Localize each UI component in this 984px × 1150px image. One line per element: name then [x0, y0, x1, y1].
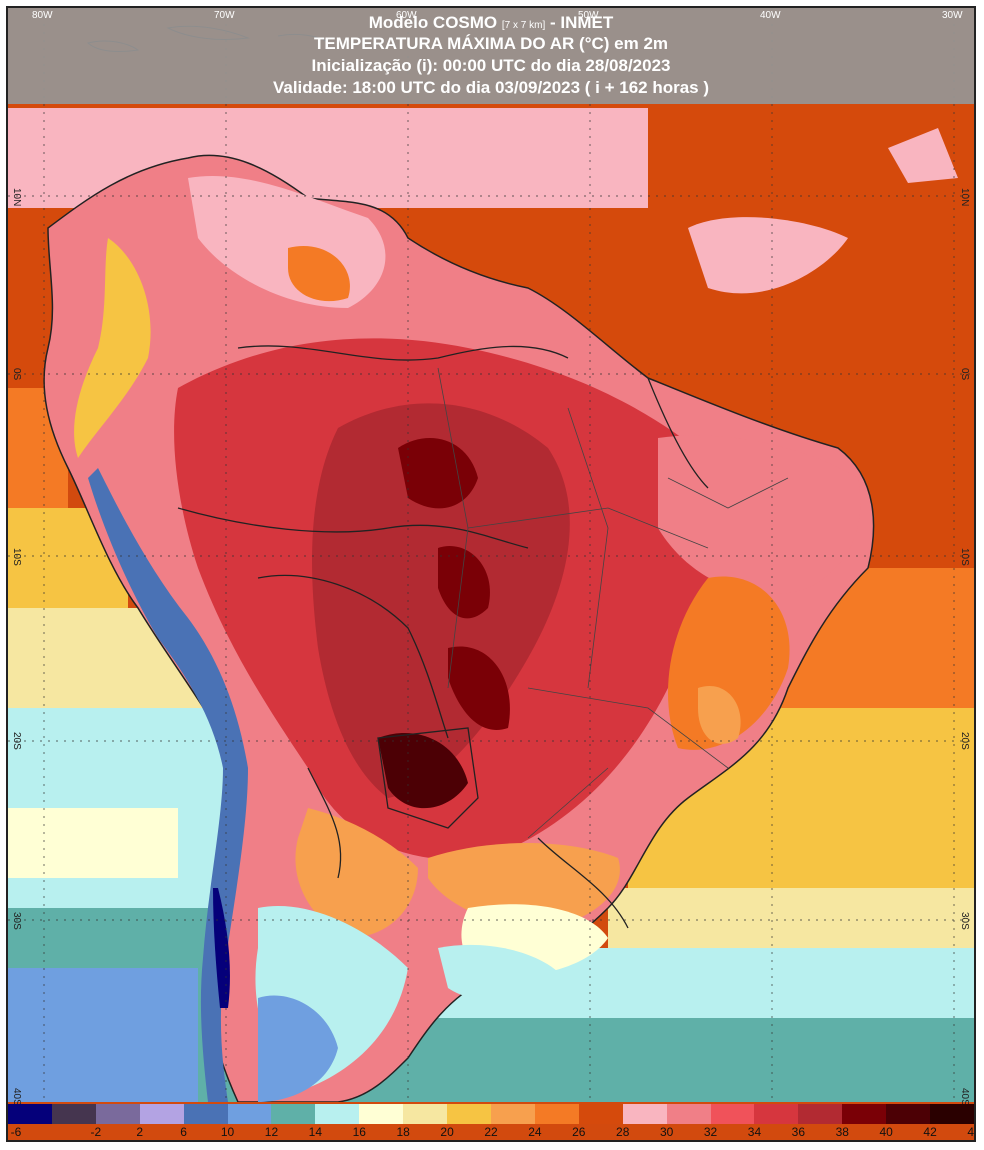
lat-label-0s: 0S: [11, 368, 22, 381]
header-line-variable: TEMPERATURA MÁXIMA DO AR (°C) em 2m: [313, 34, 669, 53]
legend-swatch: [403, 1104, 448, 1124]
legend-tick-label: 36: [791, 1125, 806, 1139]
legend-swatch: [710, 1104, 755, 1124]
legend-tick-label: 28: [616, 1125, 630, 1139]
temperature-map: [8, 8, 974, 1102]
legend-tick-label: 24: [528, 1125, 542, 1139]
lat-label-10s-right: 10S: [959, 548, 970, 566]
state-borders: [437, 367, 789, 839]
lon-label-70w: 70W: [214, 10, 235, 21]
lon-label-40w: 40W: [760, 10, 781, 21]
lon-label-60w: 60W: [396, 10, 417, 21]
legend-swatch: [227, 1104, 272, 1124]
legend-tick-label: 34: [747, 1125, 762, 1139]
guiana-orange: [288, 246, 350, 302]
header-institution: - INMET: [550, 13, 614, 32]
lat-label-10s: 10S: [11, 548, 22, 566]
legend-tick-label: 30: [659, 1125, 674, 1139]
legend-tick-label: 26: [572, 1125, 586, 1139]
legend-tick-label: 12: [264, 1125, 279, 1139]
legend-tick-label: 16: [352, 1125, 366, 1139]
south-brazil-orange: [428, 843, 620, 928]
lat-label-10n: 10N: [11, 188, 22, 207]
lat-label-30s: 30S: [11, 912, 22, 930]
lat-label-30s-right: 30S: [959, 912, 970, 930]
hot-zone-38: [312, 403, 570, 798]
legend-swatch: [842, 1104, 887, 1124]
legend-tick-label: 40: [879, 1125, 893, 1139]
legend-swatch: [139, 1104, 184, 1124]
northeast-pink: [658, 435, 861, 595]
legend-swatch: [490, 1104, 535, 1124]
header-model-name: Modelo COSMO: [368, 13, 498, 32]
lat-label-20s: 20S: [11, 732, 22, 750]
lat-lon-grid: [8, 8, 974, 1102]
legend-tick-label: 38: [835, 1125, 849, 1139]
legend-swatch: [51, 1104, 96, 1124]
hot-zone-40-north: [398, 438, 478, 509]
atlantic-pink-patch: [688, 217, 848, 294]
legend-swatch: [622, 1104, 667, 1124]
map-header: Modelo COSMO [7 x 7 km] - INMET TEMPERAT…: [8, 8, 974, 104]
legend-swatch: [798, 1104, 843, 1124]
legend-tick-label: 18: [396, 1125, 410, 1139]
uruguay-cyan: [438, 944, 568, 1003]
patagonia-blue: [258, 995, 338, 1102]
header-line-init: Inicialização (i): 00:00 UTC do dia 28/0…: [311, 56, 671, 75]
legend-tick-label: 32: [703, 1125, 718, 1139]
legend-tick-label: 6: [180, 1125, 187, 1139]
hot-zone-42-paraguay: [378, 733, 468, 809]
lon-label-30w: 30W: [942, 10, 963, 21]
legend-tick-label: 22: [484, 1125, 498, 1139]
legend-swatch: [447, 1104, 491, 1124]
legend-swatch: [271, 1104, 316, 1124]
legend-tick-label: 20: [440, 1125, 454, 1139]
lon-label-80w: 80W: [32, 10, 53, 21]
ocean-west-cream-south: [8, 808, 178, 878]
header-resolution: [7 x 7 km]: [501, 20, 546, 31]
andes-north-yellow: [74, 238, 151, 458]
legend-swatch: [666, 1104, 711, 1124]
lon-label-50w: 50W: [578, 10, 599, 21]
legend-swatch: [183, 1104, 228, 1124]
map-frame: Modelo COSMO [7 x 7 km] - INMET TEMPERAT…: [6, 6, 976, 1142]
legend-swatch: [8, 1104, 52, 1124]
hot-zone-40-south: [448, 646, 510, 730]
legend-swatch: [359, 1104, 404, 1124]
ocean-west-blue: [8, 968, 198, 1102]
legend-tick-label: -6: [10, 1125, 22, 1139]
legend-tick-label: 2: [136, 1125, 144, 1139]
legend-swatch: [754, 1104, 799, 1124]
legend-tick-label: 44: [967, 1125, 975, 1139]
country-borders: [177, 345, 709, 929]
color-legend: -6 -2 2 6 10 12 14 16 18 20 22 24 26 28 30 32 34 36 38 40 42…: [8, 1104, 974, 1140]
legend-swatch: [886, 1104, 931, 1124]
legend-labels: -6 -2 2 6 10 12 14 16 18 20 22 24 26 28 30 32 34 36 38 40 42…: [8, 1125, 974, 1140]
hot-zone-40-center: [438, 546, 490, 619]
argentina-warm: [295, 808, 418, 938]
lat-label-0s-right: 0S: [959, 368, 970, 381]
legend-tick-label: 42: [923, 1125, 937, 1139]
header-line-validity: Validade: 18:00 UTC do dia 03/09/2023 ( …: [272, 78, 710, 97]
lat-label-10n-right: 10N: [959, 188, 970, 207]
atlantic-pink-patch-2: [888, 128, 958, 183]
legend-swatch: [95, 1104, 140, 1124]
legend-swatch: [578, 1104, 623, 1124]
legend-swatch: [315, 1104, 360, 1124]
lat-label-20s-right: 20S: [959, 732, 970, 750]
legend-swatch: [534, 1104, 579, 1124]
legend-tick-label: 10: [220, 1125, 235, 1139]
legend-swatch: [930, 1104, 974, 1124]
andes-cold: [88, 468, 248, 1102]
legend-color-bar: [8, 1104, 974, 1124]
header-line-model: Modelo COSMO [7 x 7 km] - INMET: [8, 13, 974, 36]
east-coast-yellow: [698, 686, 741, 744]
legend-tick-label: -2: [90, 1125, 102, 1139]
legend-tick-label: 14: [308, 1125, 323, 1139]
